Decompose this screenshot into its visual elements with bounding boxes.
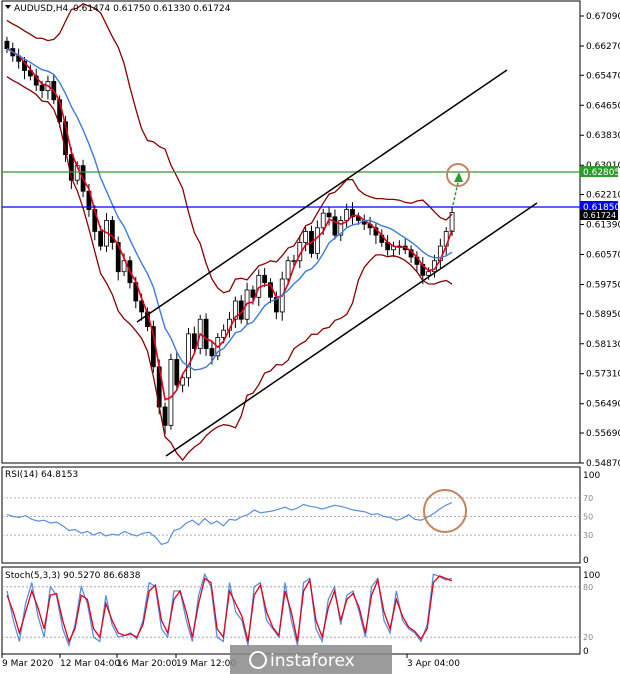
- candle-body: [320, 212, 326, 229]
- y-tick-label: 0.66270: [586, 42, 620, 52]
- y-tick-label: 0.65470: [586, 71, 620, 81]
- candle-body: [168, 359, 174, 426]
- candle-body: [303, 231, 309, 243]
- rsi-level-label: 50: [583, 513, 593, 522]
- x-tick-label: 3 Apr 04:00: [407, 659, 460, 669]
- chart-symbol-title: AUDUSD,H4: [14, 4, 69, 14]
- projection-arrow-head: [454, 172, 463, 182]
- y-tick-label: 0.56490: [586, 400, 620, 410]
- candle-body: [39, 84, 45, 92]
- candle-body: [426, 271, 432, 276]
- rsi-panel: [1, 466, 581, 564]
- candle-body: [338, 220, 344, 236]
- candle-body: [350, 209, 355, 218]
- channel-upper-line: [136, 69, 508, 323]
- y-tick-label: 0.60570: [586, 250, 620, 260]
- price-axis: 0.670900.662700.654700.646500.638300.630…: [580, 12, 620, 469]
- candle-body: [314, 227, 320, 254]
- candle-body: [285, 260, 291, 280]
- stoch-levels: 80 20: [2, 583, 593, 642]
- candle-body: [326, 212, 332, 218]
- candle-body: [332, 216, 338, 236]
- price-tag-blue: [580, 201, 618, 212]
- price-tag-blue-text: 0.61850: [583, 203, 620, 213]
- y-tick-label: 0.62210: [586, 191, 620, 201]
- channel-lower-line: [165, 202, 538, 457]
- y-tick-label: 0.58950: [586, 310, 620, 320]
- rsi-line: [6, 502, 453, 546]
- stoch-label: Stoch(5,3,3) 90.5270 86.6838: [5, 571, 141, 581]
- candle-body: [115, 242, 121, 273]
- x-tick-label: 12 Mar 04:00: [60, 659, 120, 669]
- candle-body: [174, 359, 180, 386]
- price-tag-green: [580, 166, 618, 177]
- y-tick-label: 0.58130: [586, 340, 620, 350]
- watermark: instaforex: [230, 645, 392, 674]
- y-tick-label: 0.61390: [586, 221, 620, 231]
- candle-body: [186, 333, 191, 379]
- candle-body: [191, 333, 197, 349]
- candle-body: [344, 209, 350, 221]
- slow-ma-line: [6, 48, 453, 371]
- y-tick-label: 0.59750: [586, 280, 620, 290]
- y-tick-label: 0.67090: [586, 12, 620, 22]
- x-tick-label: 9 Mar 2020: [2, 659, 54, 669]
- y-tick-label: 0.63830: [586, 131, 620, 141]
- candle-body: [109, 220, 115, 243]
- rsi-label: RSI(14) 64.8153: [5, 470, 78, 480]
- candle-body: [4, 40, 10, 49]
- rsi-axis-100: 100: [583, 471, 600, 481]
- candle-body: [121, 260, 127, 273]
- ohlc-readout: 0.61474 0.61750 0.61330 0.61724: [73, 4, 231, 14]
- price-tag-current-text: 0.61724: [583, 211, 616, 220]
- y-tick-label: 0.55690: [586, 429, 620, 439]
- x-tick-label: 19 Mar 12:00: [176, 659, 236, 669]
- bollinger-bands: [6, 2, 453, 462]
- target-circle: [446, 163, 470, 187]
- rsi-levels: 70 50 30: [2, 494, 593, 540]
- x-tick-label: 16 Mar 20:00: [117, 659, 177, 669]
- fast-ma-line: [6, 47, 453, 401]
- y-tick-label: 0.64650: [586, 101, 620, 111]
- candle-body: [355, 216, 361, 221]
- stoch-signal-line: [6, 575, 453, 644]
- rsi-axis-0: 0: [583, 556, 589, 566]
- symbol-dropdown-icon[interactable]: [5, 5, 11, 9]
- y-tick-label: 0.57310: [586, 370, 620, 380]
- moving-averages: [6, 47, 453, 401]
- candle-body: [162, 406, 168, 426]
- candle-body: [98, 231, 104, 247]
- upper-band-line: [6, 2, 453, 294]
- candle-body: [221, 329, 227, 338]
- candle-body: [139, 300, 145, 313]
- candle-body: [291, 260, 297, 263]
- watermark-logo-icon: [249, 651, 267, 669]
- price-tag-current: [580, 210, 618, 220]
- candle-body: [262, 274, 268, 284]
- stoch-axis-0: 0: [583, 647, 589, 657]
- candle-body: [203, 318, 209, 349]
- svg-text:instaforex: instaforex: [270, 651, 355, 671]
- y-tick-label: 0.54870: [586, 459, 620, 469]
- candle-body: [232, 300, 238, 320]
- stoch-level-label: 20: [583, 633, 593, 642]
- candle-body: [209, 348, 215, 357]
- price-tags: 0.62805 0.61850 0.61724: [580, 166, 620, 220]
- rsi-level-label: 30: [583, 531, 593, 540]
- rsi-level-label: 70: [583, 494, 593, 503]
- lower-band-line: [6, 76, 453, 462]
- price-tag-green-text: 0.62805: [583, 168, 620, 178]
- rsi-circle: [423, 489, 467, 533]
- candle-body: [250, 289, 256, 298]
- stoch-level-label: 80: [583, 583, 593, 592]
- stoch-axis-100: 100: [583, 571, 600, 581]
